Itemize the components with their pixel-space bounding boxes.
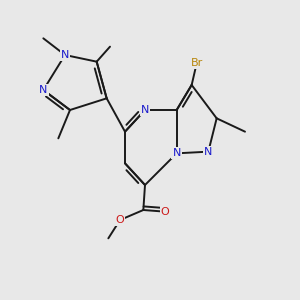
Text: N: N xyxy=(61,50,69,60)
Text: N: N xyxy=(204,147,212,157)
Text: N: N xyxy=(39,85,47,95)
Text: O: O xyxy=(160,207,169,217)
Text: N: N xyxy=(172,148,181,158)
Text: O: O xyxy=(116,215,124,225)
Text: N: N xyxy=(141,105,149,115)
Text: Br: Br xyxy=(190,58,203,68)
